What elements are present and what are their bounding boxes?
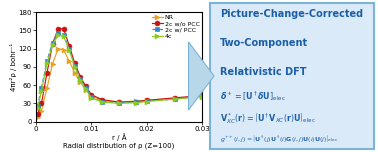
4c [45,62,49,64]
NR [39,110,44,112]
2c w/o PCC [78,76,82,78]
2c w/ PCC [84,87,88,89]
2c w/o PCC [67,45,71,47]
2c w/ PCC [61,34,66,36]
NR [50,63,55,65]
2c w/ PCC [45,60,49,62]
NR [78,81,82,83]
2c w/ PCC [100,101,105,102]
Text: $\mathbf{V}^*_{XC}(\mathbf{r}) = \left[\mathbf{U}^\dagger\mathbf{V}_{XC}(\mathbf: $\mathbf{V}^*_{XC}(\mathbf{r}) = \left[\… [220,111,316,126]
2c w/o PCC [133,101,138,102]
NR [172,98,177,99]
2c w/ PCC [56,33,60,34]
Text: Two-Component: Two-Component [220,38,308,48]
4c [89,97,94,99]
NR [35,116,40,118]
Line: 4c: 4c [35,33,204,111]
4c [144,101,149,102]
NR [117,101,121,103]
NR [144,99,149,101]
4c [133,102,138,104]
2c w/ PCC [39,87,44,89]
Line: NR: NR [35,46,204,119]
Polygon shape [189,42,214,110]
Text: $g^{++}(i,j) = \left[\mathbf{U}^\dagger(j)\mathbf{U}^\dagger(i)\mathbf{G}(i,j)\m: $g^{++}(i,j) = \left[\mathbf{U}^\dagger(… [220,133,338,144]
4c [67,49,71,51]
2c w/o PCC [73,62,77,64]
2c w/o PCC [84,85,88,87]
4c [61,36,66,37]
NR [73,72,77,74]
2c w/o PCC [200,95,204,96]
2c w/ PCC [50,42,55,43]
2c w/o PCC [45,72,49,74]
FancyBboxPatch shape [210,3,374,149]
2c w/o PCC [56,28,60,30]
4c [56,34,60,36]
4c [78,79,82,81]
4c [50,44,55,46]
2c w/o PCC [39,102,44,104]
Line: 2c w/o PCC: 2c w/o PCC [35,26,204,117]
NR [56,48,60,50]
2c w/ PCC [172,98,177,100]
Text: Picture-Change-Corrected: Picture-Change-Corrected [220,9,363,19]
2c w/ PCC [117,102,121,104]
4c [172,98,177,100]
2c w/o PCC [35,113,40,115]
4c [100,101,105,103]
2c w/ PCC [73,65,77,67]
2c w/ PCC [144,100,149,102]
4c [84,88,88,90]
2c w/o PCC [61,28,66,29]
2c w/o PCC [89,94,94,96]
Line: 2c w/ PCC: 2c w/ PCC [35,31,204,109]
NR [100,99,105,101]
2c w/o PCC [172,97,177,99]
2c w/o PCC [50,43,55,45]
NR [67,60,71,62]
Legend: NR, 2c w/o PCC, 2c w/ PCC, 4c: NR, 2c w/o PCC, 2c w/ PCC, 4c [151,14,200,40]
4c [35,107,40,109]
2c w/ PCC [133,101,138,103]
4c [39,90,44,92]
NR [200,95,204,97]
NR [89,95,94,97]
4c [200,96,204,98]
NR [133,100,138,102]
NR [45,87,49,89]
2c w/ PCC [200,95,204,97]
NR [84,89,88,91]
2c w/ PCC [35,105,40,107]
4c [73,66,77,68]
2c w/ PCC [78,78,82,80]
2c w/ PCC [89,96,94,98]
Text: Relativistic DFT: Relativistic DFT [220,67,306,77]
NR [61,49,66,51]
2c w/o PCC [100,99,105,101]
4c [117,102,121,104]
X-axis label: r / Å
Radial distribution of ρ (Z=100): r / Å Radial distribution of ρ (Z=100) [64,133,175,149]
2c w/o PCC [144,99,149,101]
Text: $\boldsymbol{\delta}^+ = \left[\mathbf{U}^\dagger\boldsymbol{\delta}\mathbf{U}\r: $\boldsymbol{\delta}^+ = \left[\mathbf{U… [220,89,285,103]
2c w/o PCC [117,101,121,103]
2c w/ PCC [67,48,71,50]
Y-axis label: 4πr²ρ / bohr⁻¹: 4πr²ρ / bohr⁻¹ [10,43,17,91]
